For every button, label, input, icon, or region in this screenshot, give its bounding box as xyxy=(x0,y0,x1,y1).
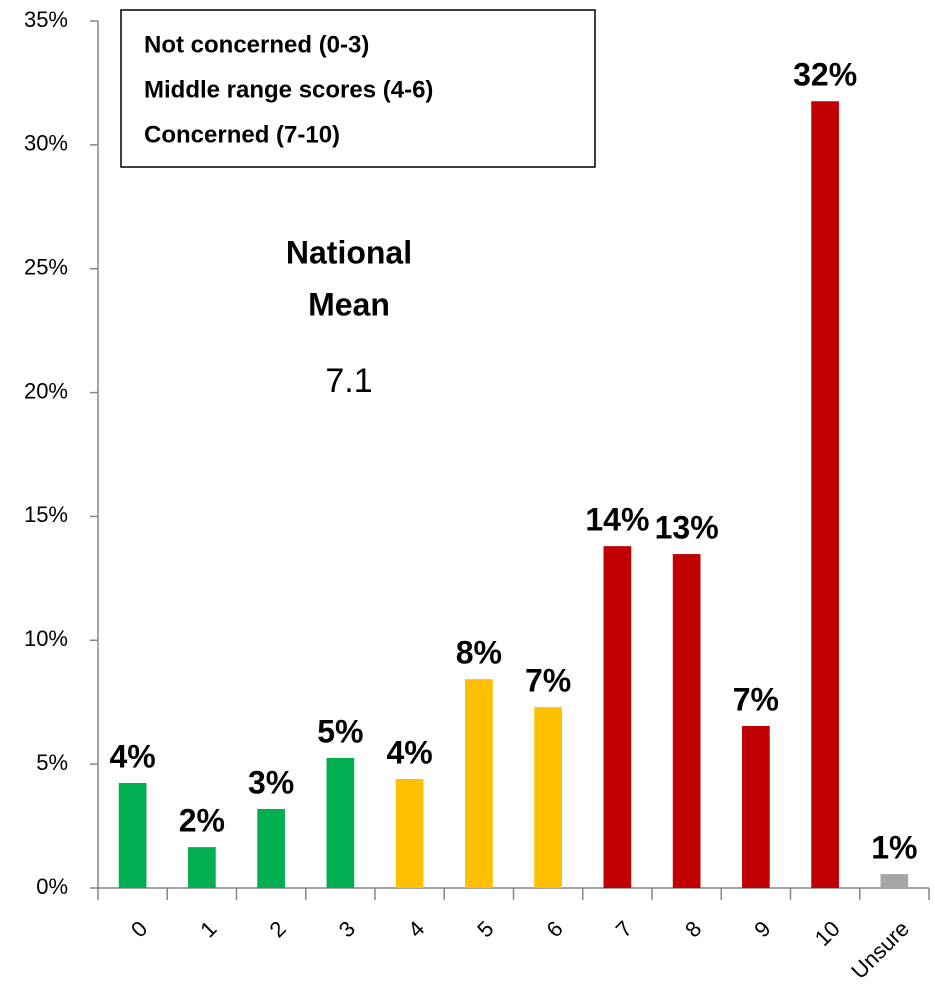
x-tick-label: 2 xyxy=(264,916,290,942)
legend-entry: Middle range scores (4-6) xyxy=(144,76,433,103)
bar xyxy=(880,874,909,888)
legend-box xyxy=(120,9,596,168)
x-tick-label: 6 xyxy=(541,916,567,942)
annotation-value: 7.1 xyxy=(325,362,372,400)
y-tick-label: 15% xyxy=(24,502,68,527)
bar xyxy=(672,554,701,888)
annotation-title: National xyxy=(286,234,412,270)
x-tick-label: 8 xyxy=(680,916,706,942)
value-label: 7% xyxy=(525,663,571,699)
value-label: 14% xyxy=(585,502,649,538)
bar xyxy=(326,757,355,888)
y-tick-label: 30% xyxy=(24,131,68,156)
value-label: 8% xyxy=(456,635,502,671)
y-tick-label: 25% xyxy=(24,255,68,280)
x-tick-label: 1 xyxy=(195,916,221,942)
bar xyxy=(742,725,770,888)
value-label: 1% xyxy=(871,830,917,866)
bar xyxy=(465,679,493,888)
value-label: 3% xyxy=(248,764,294,800)
y-tick-label: 5% xyxy=(36,750,68,775)
y-tick-label: 0% xyxy=(36,874,68,899)
bar xyxy=(395,779,424,888)
bar xyxy=(118,782,147,888)
y-tick-label: 10% xyxy=(24,626,68,651)
bar xyxy=(811,101,839,889)
value-label: 7% xyxy=(733,681,779,717)
value-label: 2% xyxy=(179,803,225,839)
value-label: 5% xyxy=(317,713,363,749)
x-tick-label: 10 xyxy=(810,916,845,951)
x-tick-label: 5 xyxy=(472,916,498,942)
x-tick-label: 0 xyxy=(126,916,152,942)
value-label: 4% xyxy=(110,738,156,774)
y-tick-label: 20% xyxy=(24,378,68,403)
bar xyxy=(257,808,285,888)
x-tick-label: 9 xyxy=(749,916,775,942)
bar xyxy=(188,847,216,888)
legend-entry: Concerned (7-10) xyxy=(144,121,340,148)
value-label: 4% xyxy=(387,734,433,770)
x-tick-label: 3 xyxy=(334,916,360,942)
x-tick-label: 7 xyxy=(611,916,637,942)
annotation-title: Mean xyxy=(308,286,390,322)
value-label: 32% xyxy=(793,57,857,93)
bar xyxy=(534,707,562,888)
bar xyxy=(603,546,632,888)
value-label: 13% xyxy=(655,510,719,546)
x-tick-label: Unsure xyxy=(846,916,914,984)
y-tick-label: 35% xyxy=(24,7,68,32)
x-tick-label: 4 xyxy=(403,916,429,942)
legend-entry: Not concerned (0-3) xyxy=(144,31,369,58)
